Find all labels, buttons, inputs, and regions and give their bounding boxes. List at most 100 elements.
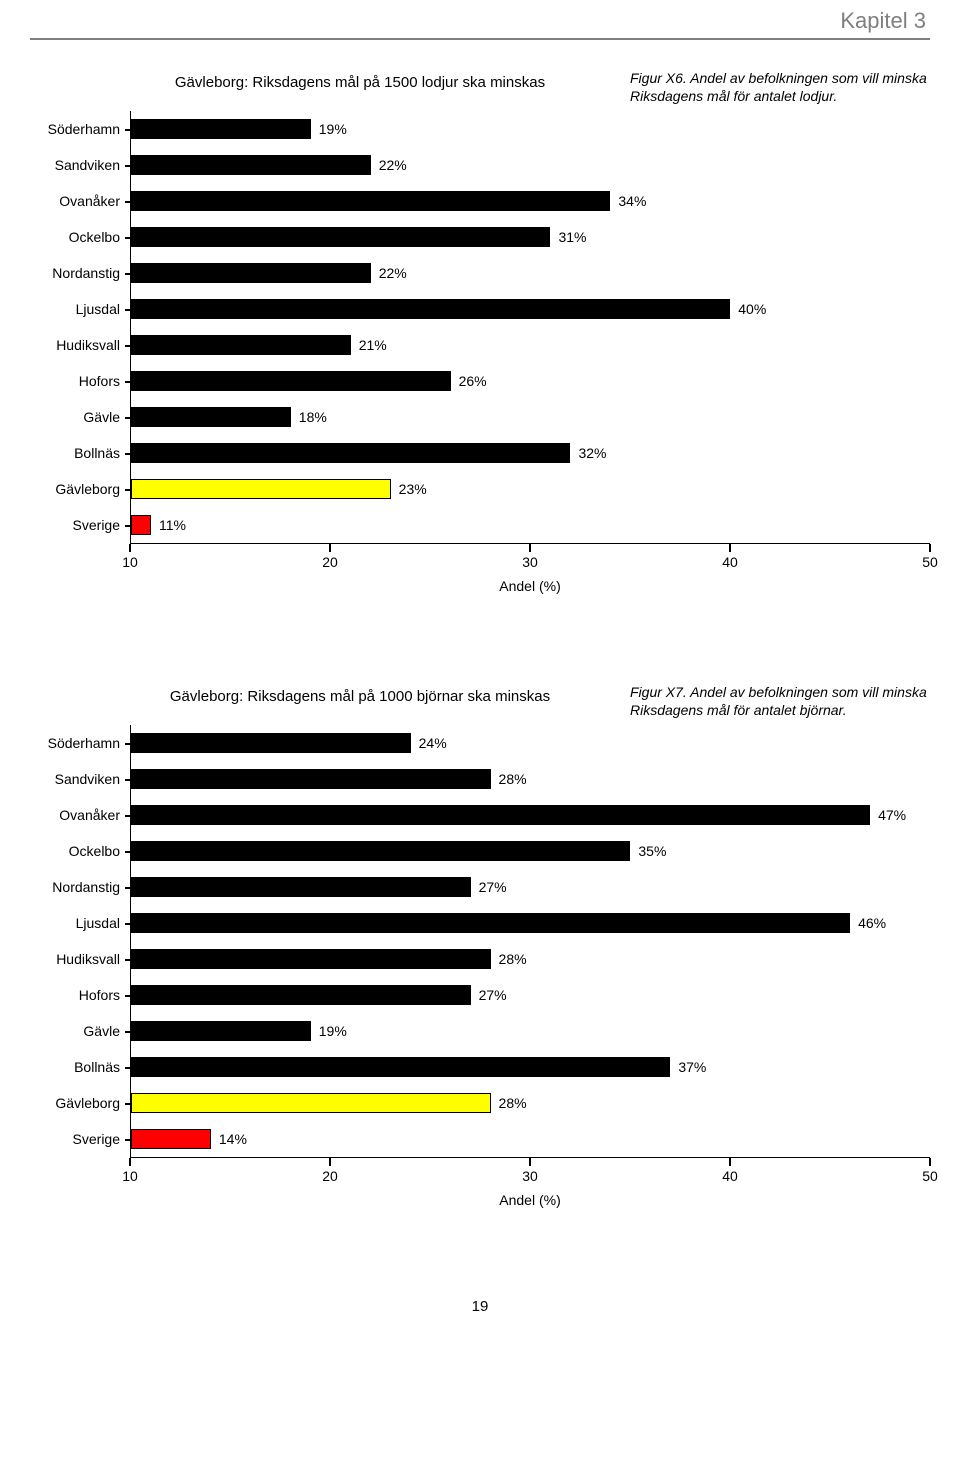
y-axis-label: Hudiksvall bbox=[30, 941, 130, 977]
bar-row: 27% bbox=[131, 977, 930, 1013]
bar bbox=[131, 371, 451, 391]
bar-value-label: 22% bbox=[371, 155, 407, 175]
y-axis-label: Sverige bbox=[30, 1121, 130, 1157]
bar-row: 21% bbox=[131, 327, 930, 363]
bar bbox=[131, 841, 630, 861]
bar-value-label: 23% bbox=[391, 479, 427, 499]
bar-value-label: 34% bbox=[610, 191, 646, 211]
bar bbox=[131, 733, 411, 753]
bar bbox=[131, 877, 471, 897]
chart-title: Gävleborg: Riksdagens mål på 1000 björna… bbox=[130, 684, 590, 705]
bar-row: 27% bbox=[131, 869, 930, 905]
bar-row: 11% bbox=[131, 507, 930, 543]
bar-row: 14% bbox=[131, 1121, 930, 1157]
x-tick bbox=[729, 544, 731, 552]
bar-row: 28% bbox=[131, 1085, 930, 1121]
bar-row: 32% bbox=[131, 435, 930, 471]
x-axis-label: 10 bbox=[122, 554, 138, 570]
bar-value-label: 22% bbox=[371, 263, 407, 283]
bar-row: 46% bbox=[131, 905, 930, 941]
bar-row: 22% bbox=[131, 255, 930, 291]
bar-row: 31% bbox=[131, 219, 930, 255]
bar bbox=[131, 1021, 311, 1041]
y-axis-label: Hofors bbox=[30, 977, 130, 1013]
x-axis-title: Andel (%) bbox=[130, 578, 930, 594]
y-axis-label: Gävle bbox=[30, 1013, 130, 1049]
y-axis-label: Hudiksvall bbox=[30, 327, 130, 363]
x-axis-label: 40 bbox=[722, 554, 738, 570]
bar-value-label: 14% bbox=[211, 1129, 247, 1149]
bar bbox=[131, 227, 550, 247]
y-axis-label: Ljusdal bbox=[30, 905, 130, 941]
y-axis-label: Ljusdal bbox=[30, 291, 130, 327]
y-axis-label: Sandviken bbox=[30, 761, 130, 797]
bar-value-label: 18% bbox=[291, 407, 327, 427]
bar bbox=[131, 913, 850, 933]
x-axis-label: 50 bbox=[922, 1168, 938, 1184]
y-axis-label: Bollnäs bbox=[30, 1049, 130, 1085]
chart-caption: Figur X7. Andel av befolkningen som vill… bbox=[590, 684, 930, 719]
bar bbox=[131, 805, 870, 825]
bar-value-label: 37% bbox=[670, 1057, 706, 1077]
y-axis-label: Gävle bbox=[30, 399, 130, 435]
y-axis-label: Söderhamn bbox=[30, 111, 130, 147]
x-tick bbox=[329, 544, 331, 552]
y-axis-label: Ockelbo bbox=[30, 219, 130, 255]
chart-caption: Figur X6. Andel av befolkningen som vill… bbox=[590, 70, 930, 105]
bar-value-label: 27% bbox=[471, 985, 507, 1005]
chart-lodjur: Gävleborg: Riksdagens mål på 1500 lodjur… bbox=[30, 70, 930, 594]
bar-row: 19% bbox=[131, 111, 930, 147]
bar bbox=[131, 1129, 211, 1149]
bar-row: 26% bbox=[131, 363, 930, 399]
y-axis-label: Ovanåker bbox=[30, 183, 130, 219]
bar bbox=[131, 1057, 670, 1077]
page-number: 19 bbox=[30, 1298, 930, 1315]
bar-row: 28% bbox=[131, 941, 930, 977]
bar-row: 22% bbox=[131, 147, 930, 183]
y-axis-label: Sverige bbox=[30, 507, 130, 543]
bar bbox=[131, 769, 491, 789]
x-axis-label: 10 bbox=[122, 1168, 138, 1184]
bar bbox=[131, 985, 471, 1005]
bar-value-label: 32% bbox=[570, 443, 606, 463]
x-tick bbox=[929, 544, 931, 552]
bar-value-label: 47% bbox=[870, 805, 906, 825]
x-tick bbox=[129, 544, 131, 552]
x-axis-label: 20 bbox=[322, 1168, 338, 1184]
bar-row: 28% bbox=[131, 761, 930, 797]
bar bbox=[131, 479, 391, 499]
bar-value-label: 19% bbox=[311, 1021, 347, 1041]
bar-value-label: 28% bbox=[491, 1093, 527, 1113]
x-axis-label: 30 bbox=[522, 554, 538, 570]
x-tick bbox=[329, 1158, 331, 1166]
x-axis-title: Andel (%) bbox=[130, 1192, 930, 1208]
bar-value-label: 27% bbox=[471, 877, 507, 897]
bar-row: 18% bbox=[131, 399, 930, 435]
x-tick bbox=[729, 1158, 731, 1166]
bar-row: 47% bbox=[131, 797, 930, 833]
y-axis-label: Söderhamn bbox=[30, 725, 130, 761]
bar bbox=[131, 155, 371, 175]
bar-row: 40% bbox=[131, 291, 930, 327]
y-axis-label: Gävleborg bbox=[30, 1085, 130, 1121]
bar-value-label: 26% bbox=[451, 371, 487, 391]
y-axis-label: Nordanstig bbox=[30, 255, 130, 291]
chart-bjornar: Gävleborg: Riksdagens mål på 1000 björna… bbox=[30, 684, 930, 1208]
bar-row: 37% bbox=[131, 1049, 930, 1085]
bar-row: 23% bbox=[131, 471, 930, 507]
chart-title: Gävleborg: Riksdagens mål på 1500 lodjur… bbox=[130, 70, 590, 91]
bar bbox=[131, 191, 610, 211]
bar-value-label: 40% bbox=[730, 299, 766, 319]
bar bbox=[131, 515, 151, 535]
x-axis-label: 50 bbox=[922, 554, 938, 570]
y-axis-label: Ovanåker bbox=[30, 797, 130, 833]
bar-value-label: 19% bbox=[311, 119, 347, 139]
bar-value-label: 46% bbox=[850, 913, 886, 933]
bar bbox=[131, 335, 351, 355]
bar-value-label: 21% bbox=[351, 335, 387, 355]
bar bbox=[131, 407, 291, 427]
bar-value-label: 28% bbox=[491, 769, 527, 789]
bar bbox=[131, 263, 371, 283]
bar bbox=[131, 299, 730, 319]
bar bbox=[131, 1093, 491, 1113]
